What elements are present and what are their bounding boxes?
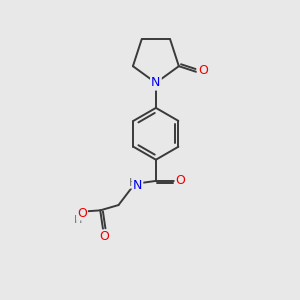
Text: H: H	[129, 178, 137, 188]
Text: H: H	[74, 215, 82, 225]
Text: O: O	[77, 206, 87, 220]
Text: N: N	[133, 178, 142, 191]
Text: O: O	[176, 174, 186, 188]
Text: N: N	[151, 76, 160, 89]
Text: O: O	[198, 64, 208, 77]
Text: O: O	[100, 230, 110, 243]
Text: N: N	[151, 76, 160, 89]
